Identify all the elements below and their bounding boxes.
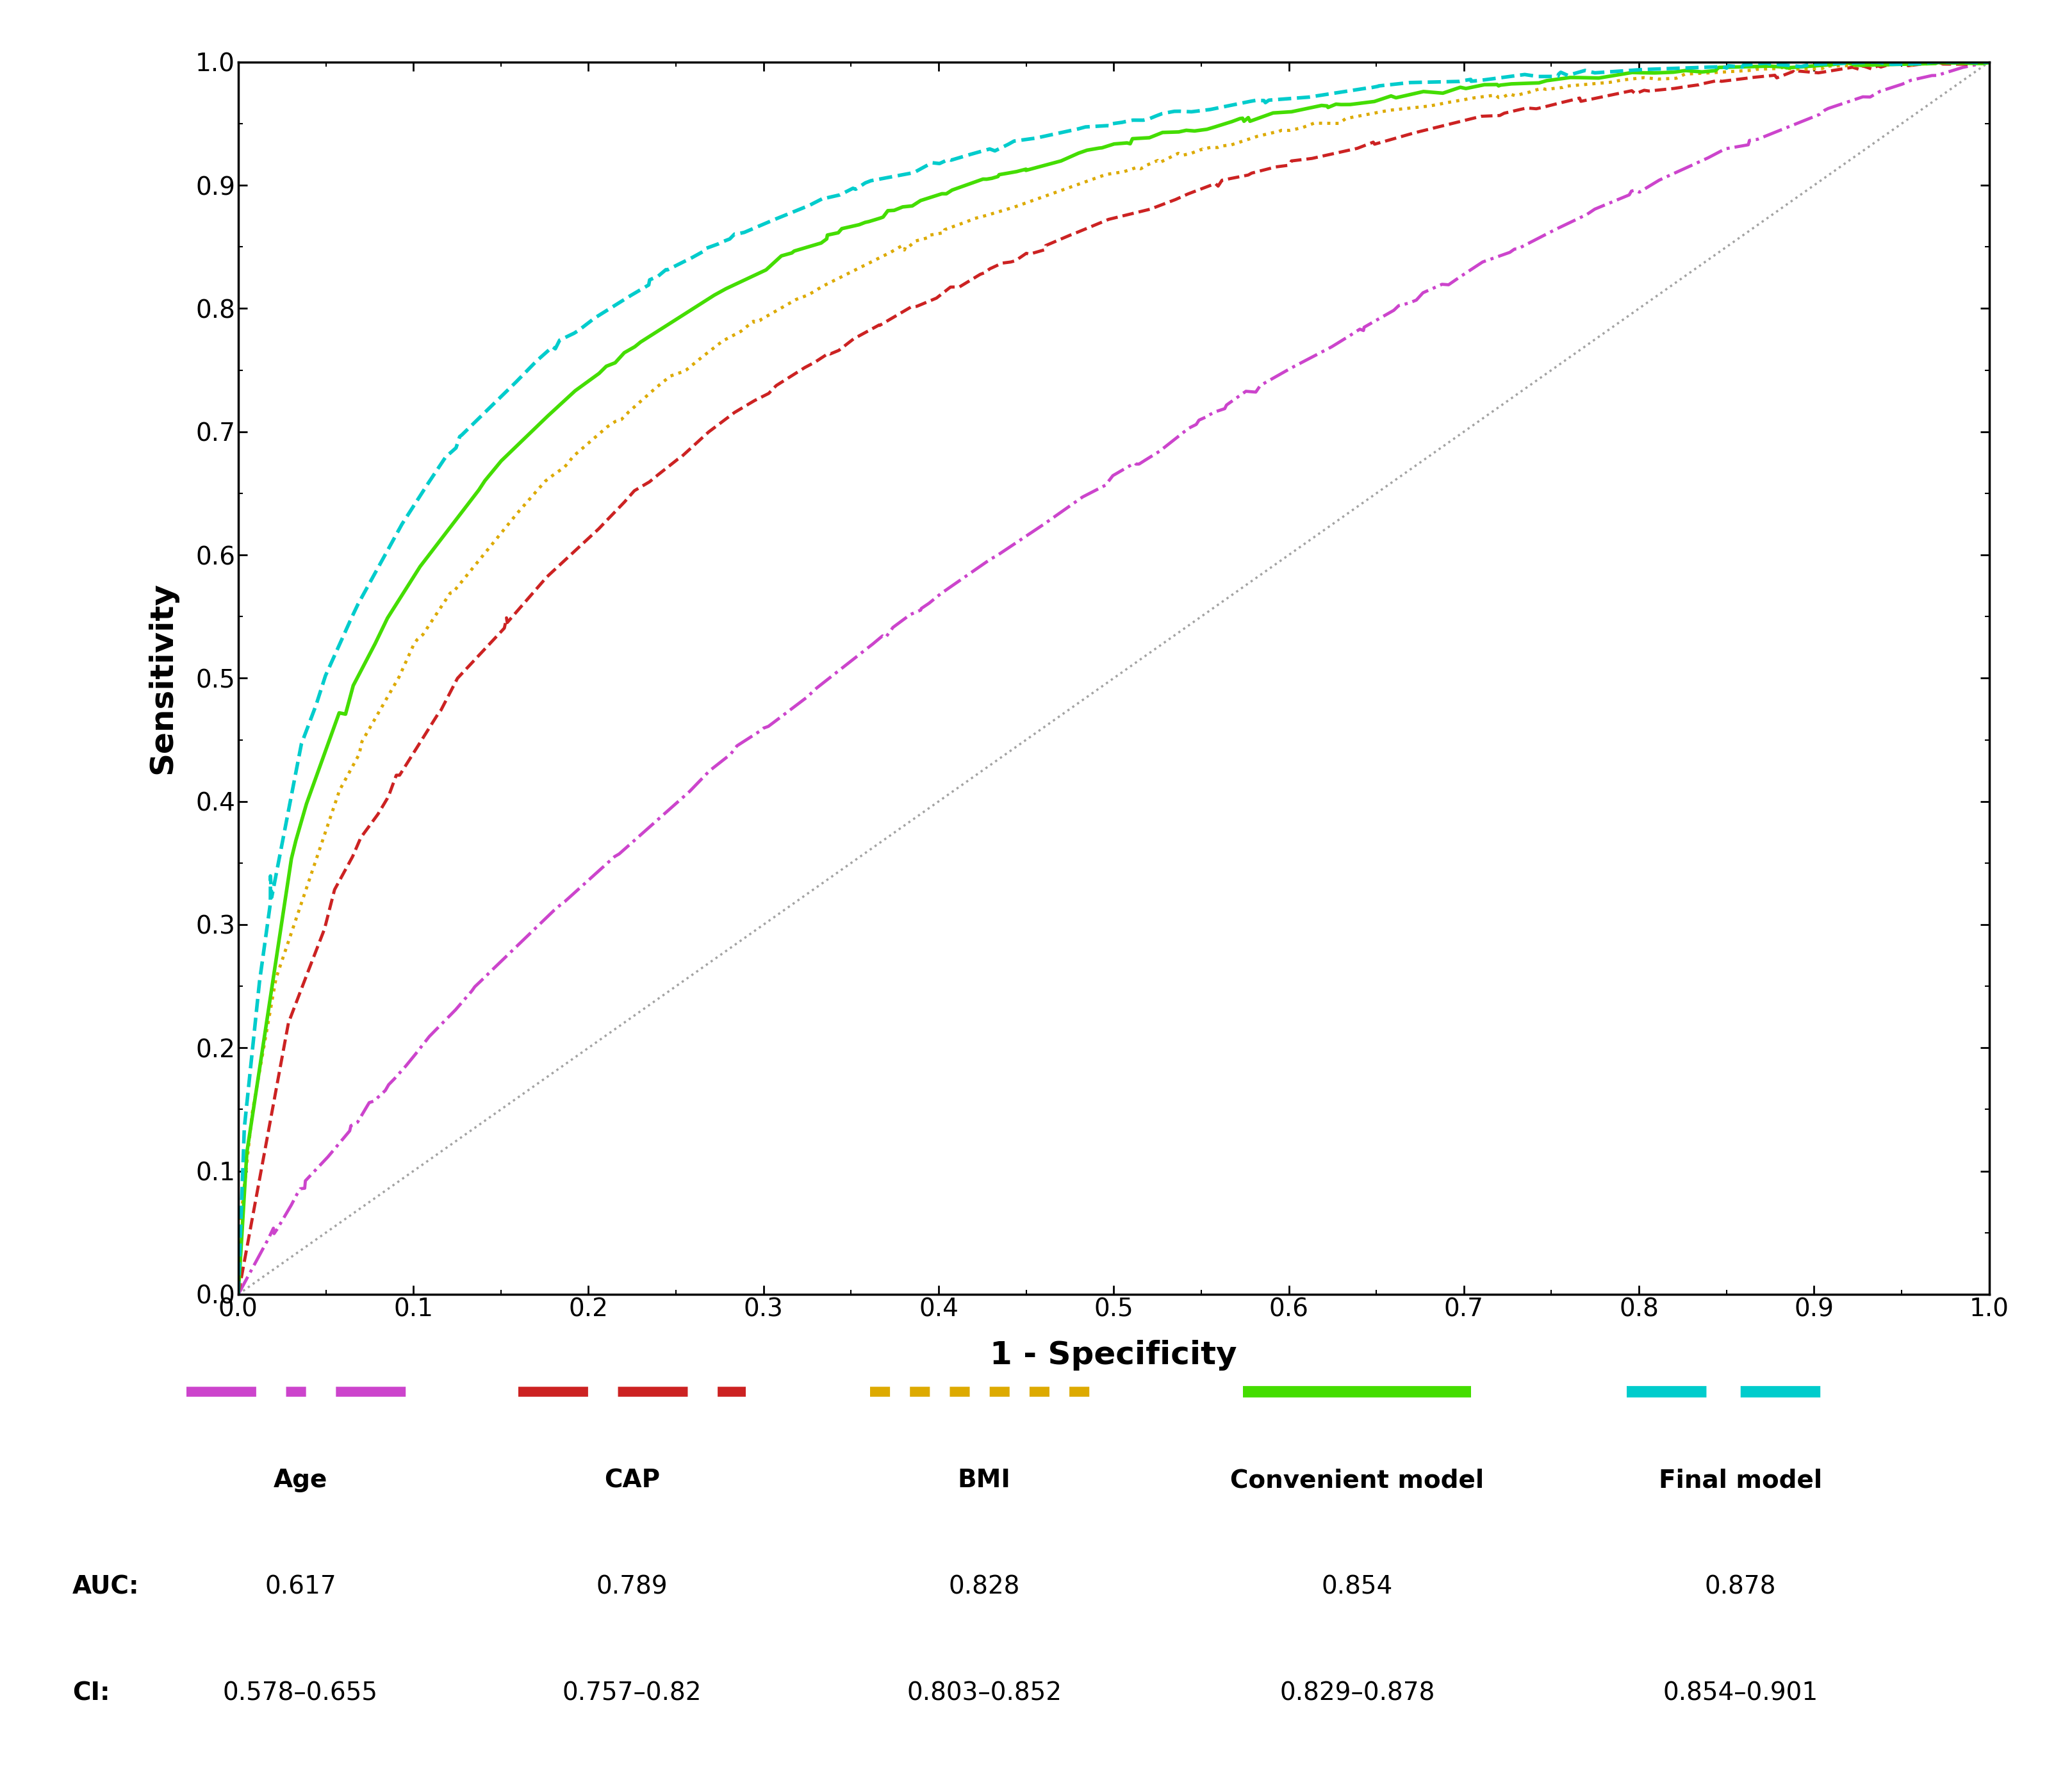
Text: 0.789: 0.789 — [597, 1574, 667, 1599]
Text: 0.878: 0.878 — [1705, 1574, 1776, 1599]
Text: 0.617: 0.617 — [265, 1574, 336, 1599]
Text: 0.803–0.852: 0.803–0.852 — [908, 1681, 1061, 1706]
Text: CAP: CAP — [605, 1468, 659, 1493]
Text: 0.828: 0.828 — [949, 1574, 1019, 1599]
Text: 0.854–0.901: 0.854–0.901 — [1664, 1681, 1817, 1706]
X-axis label: 1 - Specificity: 1 - Specificity — [990, 1340, 1237, 1371]
Text: 0.829–0.878: 0.829–0.878 — [1280, 1681, 1434, 1706]
Text: Age: Age — [274, 1468, 327, 1493]
Text: 0.757–0.82: 0.757–0.82 — [562, 1681, 702, 1706]
Text: Final model: Final model — [1660, 1468, 1821, 1493]
Text: AUC:: AUC: — [73, 1574, 139, 1599]
Y-axis label: Sensitivity: Sensitivity — [147, 582, 178, 775]
Text: Convenient model: Convenient model — [1231, 1468, 1484, 1493]
Text: CI:: CI: — [73, 1681, 110, 1706]
Text: BMI: BMI — [957, 1468, 1011, 1493]
Text: 0.578–0.655: 0.578–0.655 — [224, 1681, 377, 1706]
Text: 0.854: 0.854 — [1322, 1574, 1392, 1599]
